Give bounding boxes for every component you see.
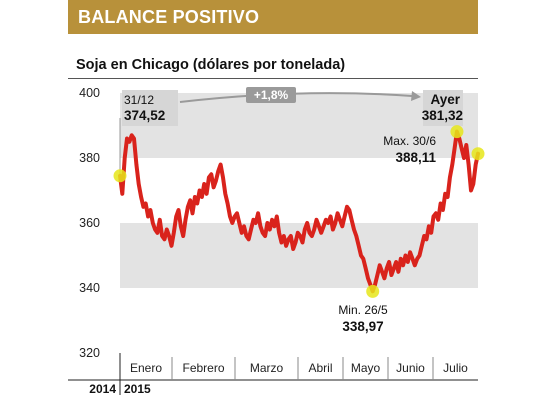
header-bar: BALANCE POSITIVO <box>68 0 478 34</box>
header-title: BALANCE POSITIVO <box>78 7 260 27</box>
y-tick-label: 380 <box>79 151 100 165</box>
max-date: Max. 30/6 <box>383 134 436 148</box>
end-date: Ayer <box>430 92 460 107</box>
start-date: 31/12 <box>124 93 154 107</box>
month-label: Mayo <box>351 361 381 375</box>
y-axis-ticks: 320 340 360 380 400 <box>79 86 100 360</box>
year-label: 2014 <box>89 382 116 396</box>
y-tick-label: 340 <box>79 281 100 295</box>
end-value: 381,32 <box>422 108 463 123</box>
month-label: Julio <box>443 361 468 375</box>
y-tick-label: 320 <box>79 346 100 360</box>
y-tick-label: 360 <box>79 216 100 230</box>
month-label: Junio <box>396 361 425 375</box>
title-rule <box>68 78 478 79</box>
x-axis: Enero Febrero Marzo Abril Mayo Junio Julio 2014… <box>68 353 478 396</box>
series-line <box>118 129 480 294</box>
start-annotation-box <box>122 90 178 126</box>
start-value: 374,52 <box>124 108 165 123</box>
year-label: 2015 <box>124 382 151 396</box>
end-marker <box>471 147 485 161</box>
change-badge <box>246 87 296 103</box>
month-label: Abril <box>308 361 332 375</box>
start-marker <box>113 169 127 183</box>
y-tick-label: 400 <box>79 86 100 100</box>
change-arrow-head <box>411 91 421 101</box>
band-0 <box>120 93 478 158</box>
annotation-boxes <box>119 90 463 176</box>
change-arrow: +1,8% <box>179 87 421 103</box>
min-marker <box>366 284 380 298</box>
end-annotation-box <box>423 90 463 126</box>
max-marker <box>450 125 464 139</box>
chart-title: Soja en Chicago (dólares por tonelada) <box>76 57 346 73</box>
min-date: Min. 26/5 <box>338 303 388 317</box>
month-label: Enero <box>130 361 162 375</box>
change-label: +1,8% <box>254 88 289 102</box>
max-value: 388,11 <box>395 150 436 165</box>
change-arrow-path <box>179 92 413 103</box>
min-value: 338,97 <box>342 319 383 334</box>
point-markers <box>113 125 485 298</box>
month-label: Marzo <box>250 361 284 375</box>
month-label: Febrero <box>182 361 224 375</box>
